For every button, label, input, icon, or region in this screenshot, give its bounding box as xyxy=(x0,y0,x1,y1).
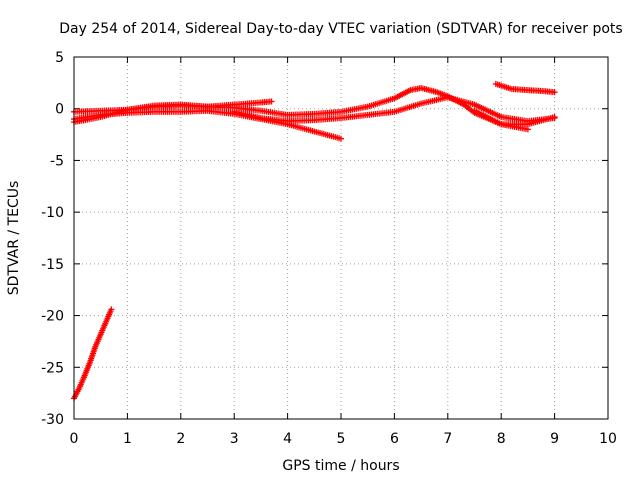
y-tick-label: 0 xyxy=(55,102,64,118)
x-tick-label: 2 xyxy=(176,431,185,447)
x-tick-label: 3 xyxy=(230,431,239,447)
plot-frame xyxy=(73,56,609,420)
data-point xyxy=(338,135,344,142)
y-tick-label: -20 xyxy=(41,309,64,325)
x-tick-label: 0 xyxy=(70,431,79,447)
y-tick-label: 5 xyxy=(55,50,64,66)
data-points xyxy=(71,80,558,402)
x-tick-label: 6 xyxy=(390,431,399,447)
x-tick-label: 10 xyxy=(599,431,617,447)
y-tick-label: -10 xyxy=(41,205,64,221)
y-tick-label: -15 xyxy=(41,257,64,273)
data-point xyxy=(551,89,558,96)
data-point xyxy=(551,113,558,120)
y-tick-label: -5 xyxy=(50,153,64,169)
data-point xyxy=(268,98,275,105)
axis-ticks: 0 1 2 3 4 5 6 7 8 9 10 5 0 -5 -10 -15 -20 -25 -30 xyxy=(41,50,617,447)
x-axis-label: GPS time / hours xyxy=(282,458,399,474)
data-point xyxy=(524,126,531,133)
y-axis-label: SDTVAR / TECUs xyxy=(6,181,22,296)
x-tick-label: 7 xyxy=(443,431,452,447)
y-tick-label: -30 xyxy=(41,412,64,428)
x-tick-label: 1 xyxy=(123,431,132,447)
x-tick-label: 4 xyxy=(283,431,292,447)
x-tick-label: 9 xyxy=(550,431,559,447)
data-point xyxy=(108,306,115,313)
chart-title: Day 254 of 2014, Sidereal Day-to-day VTE… xyxy=(59,21,622,37)
y-tick-label: -25 xyxy=(41,360,64,376)
x-tick-label: 8 xyxy=(497,431,506,447)
x-tick-label: 5 xyxy=(337,431,346,447)
